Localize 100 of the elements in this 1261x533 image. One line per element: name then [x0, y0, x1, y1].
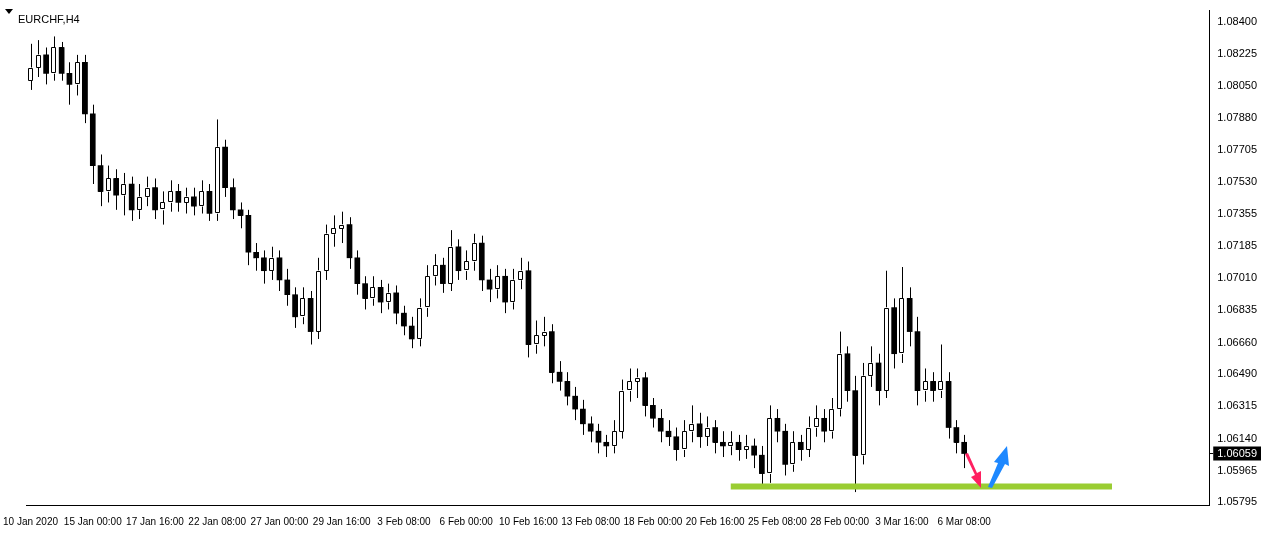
candlestick: [704, 415, 711, 447]
candlestick: [759, 445, 765, 486]
candlestick: [556, 360, 563, 392]
candlestick: [315, 257, 322, 340]
candlestick: [852, 375, 859, 493]
candlestick: [619, 379, 625, 440]
candlestick: [867, 345, 874, 388]
x-tick-label: 6 Mar 08:00: [937, 515, 992, 527]
candlestick: [370, 275, 376, 307]
candlestick: [167, 179, 174, 213]
x-tick-label: 20 Feb 16:00: [685, 515, 746, 527]
candlestick: [35, 39, 42, 78]
y-tick-label: 1.06490: [1217, 367, 1257, 380]
candlestick: [354, 249, 361, 296]
candlestick: [377, 279, 384, 314]
candlestick: [875, 353, 882, 406]
candlestick: [471, 233, 477, 272]
candlestick: [502, 268, 508, 314]
candlestick: [790, 430, 796, 473]
candlestick: [689, 404, 695, 443]
candlestick: [323, 224, 330, 281]
candlestick: [152, 177, 158, 220]
candlestick: [937, 344, 944, 399]
x-tick-label: 29 Jan 16:00: [312, 515, 372, 527]
x-tick-label: 15 Jan 00:00: [63, 515, 123, 527]
candlestick: [883, 270, 890, 399]
candlestick: [214, 118, 221, 222]
candlestick: [743, 434, 750, 460]
candlestick: [183, 187, 189, 215]
x-tick-label: 3 Feb 08:00: [377, 515, 432, 527]
candlestick: [922, 367, 929, 403]
candlestick: [899, 266, 905, 364]
candlestick: [813, 404, 820, 438]
candlestick: [416, 297, 423, 347]
candlestick: [860, 362, 866, 465]
candlestick: [292, 286, 298, 329]
candlestick: [300, 286, 306, 325]
y-tick-label: 1.05795: [1217, 495, 1257, 508]
candlestick: [261, 249, 267, 285]
y-tick-label: 1.07705: [1217, 142, 1257, 155]
candlestick: [580, 399, 586, 436]
candlestick: [338, 211, 345, 244]
candlestick: [782, 423, 789, 476]
candlestick: [393, 284, 400, 325]
y-tick-label: 1.07880: [1217, 110, 1257, 123]
candlestick: [97, 153, 104, 207]
candlestick: [587, 415, 594, 443]
candlestick: [237, 201, 244, 229]
chart-title: EURCHF,H4: [18, 12, 80, 25]
candlestick: [346, 216, 353, 270]
x-tick-label: 22 Jan 08:00: [188, 515, 247, 527]
candlestick: [611, 419, 617, 454]
candlestick: [727, 430, 734, 456]
candlestick: [113, 168, 119, 211]
x-tick-label: 28 Feb 00:00: [810, 515, 870, 527]
candlestick: [284, 268, 291, 307]
candlestick: [408, 316, 415, 349]
y-tick-label: 1.07530: [1217, 175, 1257, 188]
candlestick: [751, 438, 757, 469]
candlestick: [175, 183, 182, 213]
candlestick: [541, 316, 547, 347]
y-tick-label: 1.06315: [1217, 399, 1257, 412]
candlestick: [805, 415, 812, 458]
candlestick: [191, 187, 197, 216]
candlestick: [961, 434, 967, 469]
candlestick: [634, 367, 641, 399]
candlestick: [494, 264, 501, 299]
candlestick: [665, 419, 672, 447]
candlestick: [455, 238, 462, 281]
ref-line-label: 1.06059: [1217, 446, 1257, 459]
candlestick: [51, 35, 57, 82]
candlestick: [198, 179, 205, 215]
candlestick: [447, 229, 454, 292]
candlestick: [432, 253, 438, 286]
candlestick: [673, 427, 680, 462]
candlestick: [681, 419, 687, 458]
candlestick: [797, 434, 804, 462]
candlestick: [533, 320, 540, 355]
y-tick-label: 1.08400: [1217, 14, 1257, 27]
candlestick: [626, 367, 633, 403]
y-tick-label: 1.07355: [1217, 207, 1257, 220]
candlestick: [720, 430, 726, 458]
candlestick: [572, 386, 578, 421]
candlestick: [128, 176, 135, 222]
y-tick-label: 1.06660: [1217, 335, 1257, 348]
candlestick: [362, 275, 368, 310]
candlestick: [735, 434, 742, 462]
candlestick: [401, 305, 407, 336]
candlestick: [650, 397, 656, 429]
candlestick: [159, 190, 166, 226]
candlestick: [331, 214, 337, 248]
candlestick: [27, 43, 34, 91]
candlestick: [74, 54, 81, 96]
x-tick-label: 10 Jan 2020: [3, 515, 59, 527]
candlestick: [696, 412, 703, 449]
candlestick: [510, 268, 516, 310]
y-tick-label: 1.08225: [1217, 46, 1257, 59]
candlestick: [953, 419, 960, 454]
x-tick-label: 25 Feb 08:00: [747, 515, 808, 527]
y-tick-label: 1.05965: [1217, 463, 1257, 476]
